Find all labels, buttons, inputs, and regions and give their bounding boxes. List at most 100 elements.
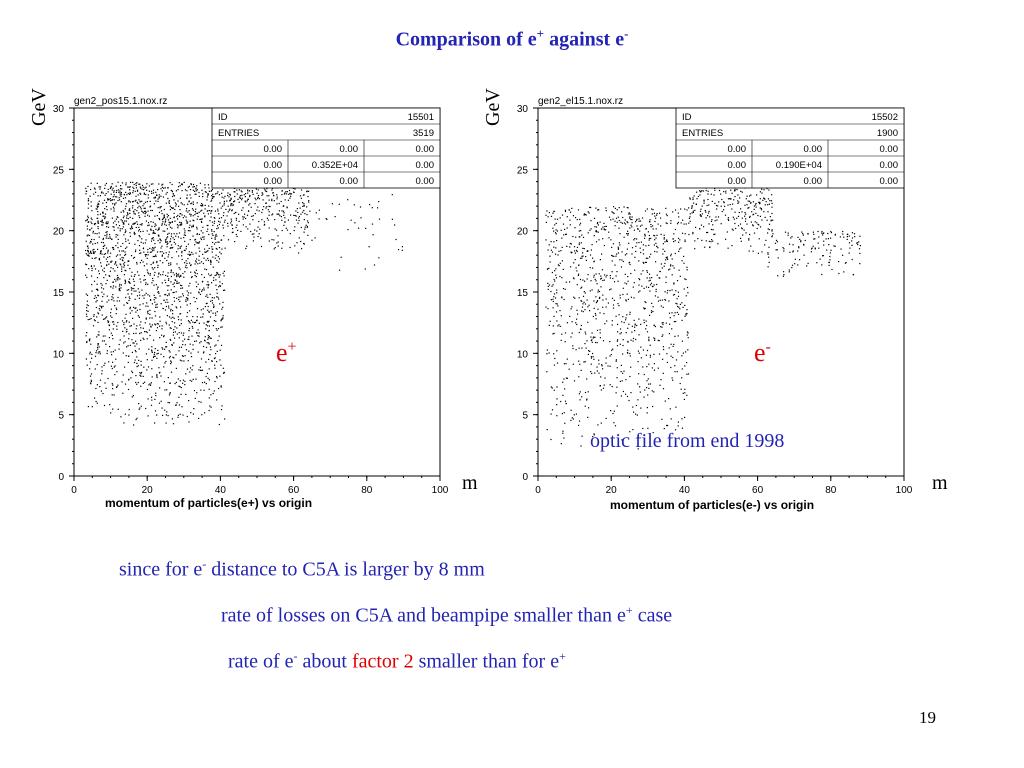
data-point	[104, 217, 106, 220]
data-point	[714, 202, 716, 204]
data-point	[172, 316, 174, 318]
data-point	[184, 344, 186, 346]
data-point	[151, 192, 153, 194]
data-point	[136, 366, 138, 368]
data-point	[846, 236, 848, 238]
data-point	[759, 226, 762, 228]
data-point	[166, 213, 168, 215]
data-point	[589, 267, 591, 269]
data-point	[110, 332, 112, 334]
data-point	[839, 236, 841, 238]
data-point	[597, 424, 599, 426]
data-point	[103, 340, 105, 342]
data-point	[753, 213, 755, 215]
data-point	[338, 203, 340, 205]
data-point	[206, 196, 208, 198]
data-point	[107, 199, 109, 201]
data-point	[189, 379, 191, 381]
data-point	[401, 246, 403, 248]
data-point	[148, 329, 150, 331]
x-tick-label: 40	[679, 485, 691, 496]
data-point	[143, 366, 145, 368]
data-point	[752, 250, 754, 252]
data-point	[653, 212, 655, 214]
data-point	[132, 217, 134, 219]
data-point	[190, 271, 192, 273]
y-tick-label: 0	[522, 472, 528, 483]
data-point	[547, 308, 549, 310]
data-point	[289, 197, 291, 199]
data-point	[139, 278, 141, 280]
data-point	[220, 385, 222, 387]
data-point	[570, 252, 573, 254]
data-point	[120, 245, 122, 247]
data-point	[707, 231, 709, 234]
data-point	[195, 208, 197, 210]
data-point	[303, 194, 305, 196]
data-point	[152, 183, 154, 185]
data-point	[103, 271, 105, 273]
data-point	[125, 182, 127, 184]
data-point	[136, 295, 139, 297]
data-point	[167, 215, 170, 217]
data-point	[163, 336, 165, 338]
data-point	[86, 276, 88, 278]
data-point	[232, 231, 234, 233]
data-point	[694, 209, 696, 211]
data-point	[135, 311, 137, 313]
data-point	[165, 252, 167, 254]
data-point	[273, 239, 275, 241]
data-point	[599, 385, 601, 387]
data-point	[553, 211, 555, 213]
data-point	[561, 237, 563, 239]
data-point	[303, 243, 305, 245]
data-point	[153, 299, 155, 301]
data-point	[165, 274, 167, 277]
data-point	[154, 196, 156, 198]
data-point	[183, 332, 185, 334]
data-point	[153, 232, 155, 234]
data-point	[124, 229, 127, 231]
data-point	[221, 283, 223, 285]
data-point	[145, 254, 147, 256]
data-point	[131, 396, 133, 398]
data-point	[631, 222, 633, 224]
data-point	[612, 255, 614, 257]
data-point	[159, 239, 161, 241]
data-point	[96, 316, 98, 318]
data-point	[150, 325, 152, 327]
data-point	[267, 219, 269, 221]
data-point	[633, 282, 635, 284]
data-point	[583, 301, 585, 303]
data-point	[208, 233, 210, 236]
data-point	[169, 226, 171, 228]
y-tick-label: 30	[53, 104, 65, 115]
y-tick-label: 30	[517, 104, 529, 115]
data-point	[281, 194, 283, 196]
data-point	[122, 352, 124, 354]
data-point	[116, 274, 119, 277]
data-point	[227, 205, 229, 207]
data-point	[595, 302, 597, 304]
data-point	[198, 242, 200, 244]
data-point	[211, 297, 213, 299]
data-point	[117, 384, 119, 386]
data-point	[700, 208, 702, 210]
data-point	[787, 234, 789, 236]
data-point	[139, 236, 141, 238]
data-point	[124, 220, 126, 222]
data-point	[633, 239, 635, 241]
data-point	[572, 277, 575, 279]
data-point	[615, 359, 617, 361]
data-point	[708, 223, 710, 225]
data-point	[553, 246, 555, 248]
data-point	[99, 213, 101, 215]
data-point	[129, 325, 131, 327]
data-point	[555, 268, 557, 270]
data-point	[134, 213, 136, 215]
data-point	[605, 225, 607, 227]
data-point	[656, 245, 658, 248]
data-point	[620, 371, 622, 373]
data-point	[118, 343, 120, 346]
data-point	[101, 373, 103, 375]
